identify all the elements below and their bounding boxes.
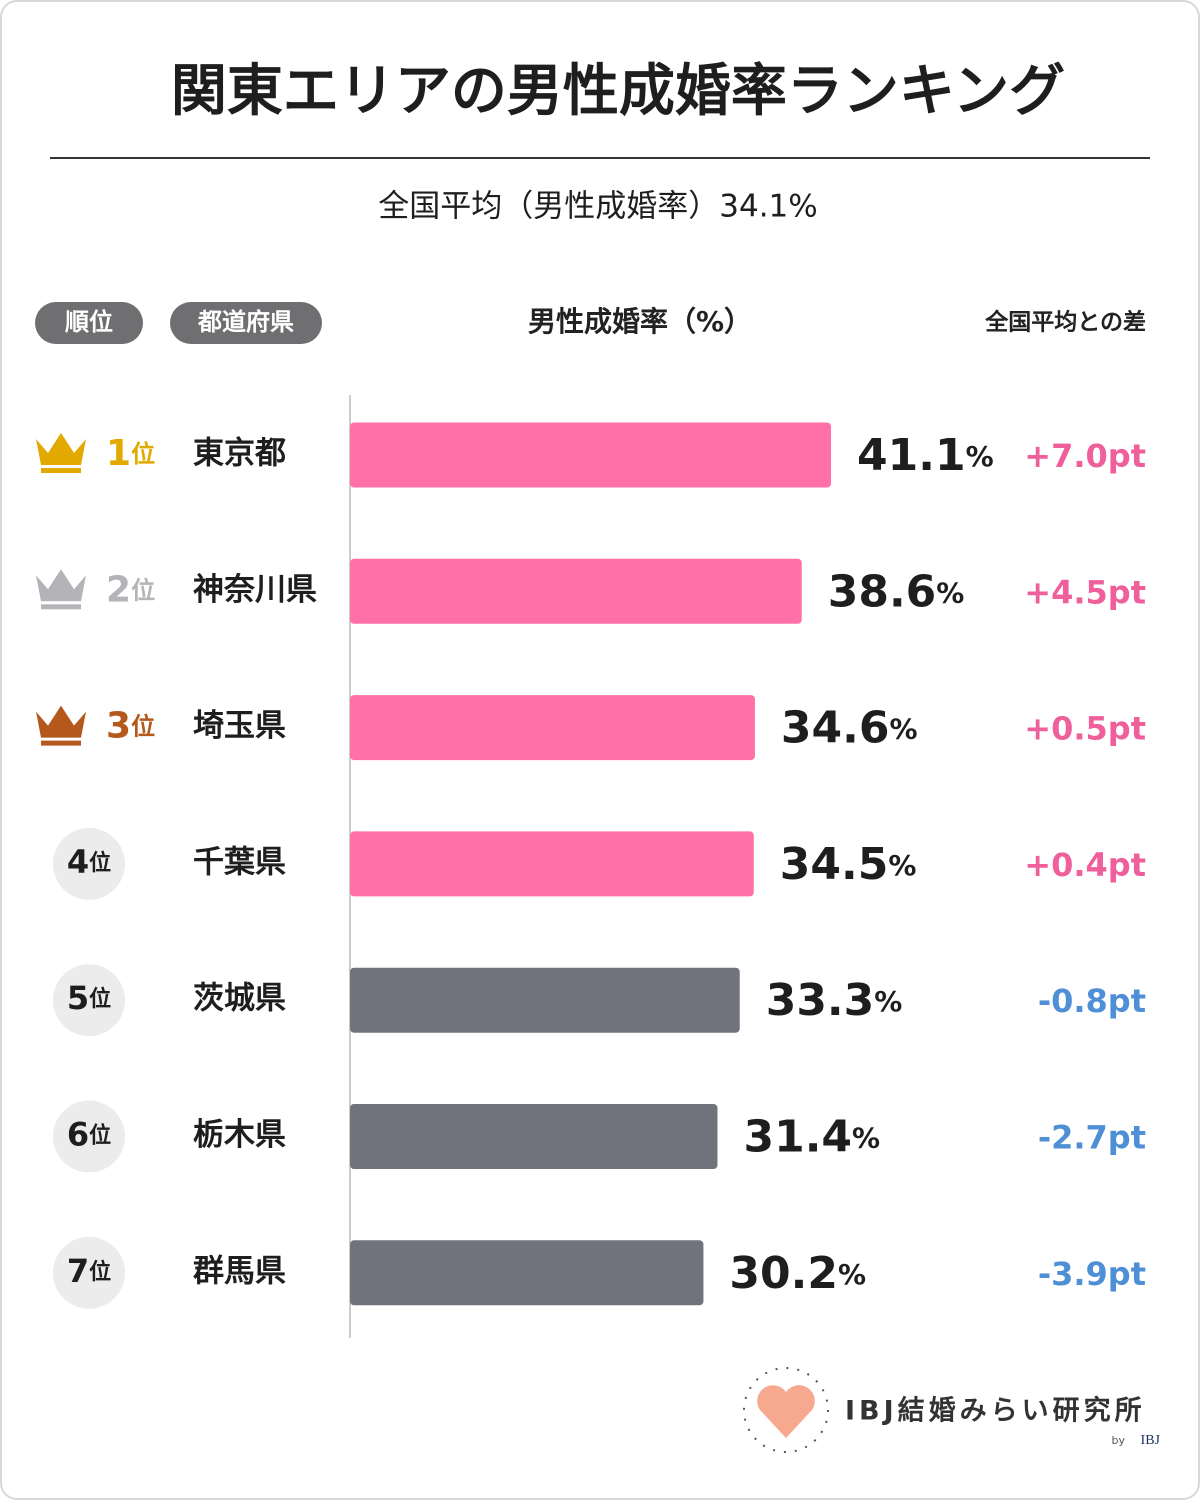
rank: 6位 [67,1116,111,1154]
column-header: 都道府県 [197,308,294,336]
by: by [1112,1434,1126,1447]
diff-label: -0.8pt [1038,982,1146,1020]
category-label: 栃木県 [193,1117,286,1153]
bar [350,967,740,1033]
rank-suffix: 位 [89,1259,111,1285]
category-label: 群馬県 [192,1253,286,1289]
rank-badge [53,827,125,900]
logo: IBJ結婚みらい研究所 by IBJ [743,1367,1161,1453]
rank-suffix: 位 [89,986,111,1012]
by-brand: IBJ [1141,1433,1161,1448]
value-label: 34.5% [780,839,917,890]
crown [36,433,86,465]
diff-label: +7.0pt [1024,437,1146,475]
rank-suffix: 位 [89,1123,111,1149]
diff-label: +0.5pt [1024,710,1146,748]
crown [36,705,86,738]
pill [35,302,143,344]
crown-base [41,468,81,473]
bar [350,558,802,624]
crown-base [41,740,81,746]
title: 関東エリアの男性成婚率ランキング [171,59,1065,124]
category-label: 神奈川県 [193,572,317,608]
value-label: 31.4% [743,1112,880,1163]
rank: 2位 [106,569,155,610]
rank-suffix: 位 [131,713,155,741]
value-label: 34.6% [781,703,918,754]
diff-label: +0.4pt [1024,846,1146,884]
brand: IBJ結婚みらい研究所 [845,1395,1146,1427]
rank: 5位 [67,979,111,1017]
logo-ring [743,1367,829,1453]
bar [350,422,831,488]
column-header: 全国平均との差 [984,309,1146,336]
rank-number: 1 [106,433,131,474]
logo-heart [757,1385,815,1438]
rank-number: 7 [67,1252,89,1290]
category-label: 埼玉県 [193,708,286,744]
bar [350,1240,704,1306]
crown [36,569,86,602]
rank-number: 4 [67,843,89,881]
rank-suffix: 位 [89,850,111,876]
value-label: 30.2% [729,1248,866,1299]
bar [350,695,755,761]
crown-base [41,604,81,610]
diff-label: -2.7pt [1038,1119,1146,1157]
rank-badge [53,964,125,1037]
rank-number: 2 [106,569,131,610]
rank: 4位 [67,843,111,881]
rank: 3位 [106,706,155,747]
rank-suffix: 位 [131,440,155,468]
diff-label: +4.5pt [1024,573,1146,611]
rank-number: 5 [67,979,89,1017]
rank-suffix: 位 [131,576,155,604]
rank-number: 3 [106,706,131,747]
bar [350,1104,718,1169]
category-label: 千葉県 [193,844,286,880]
category-label: 茨城県 [193,981,286,1017]
value-label: 38.6% [828,566,965,617]
rank-badge [53,1236,125,1309]
value-label: 41.1% [857,430,994,481]
bar [350,831,754,897]
rank-number: 6 [67,1116,89,1154]
category-label: 東京都 [193,436,286,472]
rank: 1位 [106,433,155,474]
column-header: 男性成婚率（%） [528,305,752,338]
rank: 7位 [67,1252,111,1290]
subtitle: 全国平均（男性成婚率）34.1% [378,189,817,225]
diff-label: -3.9pt [1038,1255,1146,1293]
rank-badge [53,1100,125,1173]
pill [170,302,322,344]
value-label: 33.3% [766,975,903,1026]
column-header: 順位 [65,308,113,336]
